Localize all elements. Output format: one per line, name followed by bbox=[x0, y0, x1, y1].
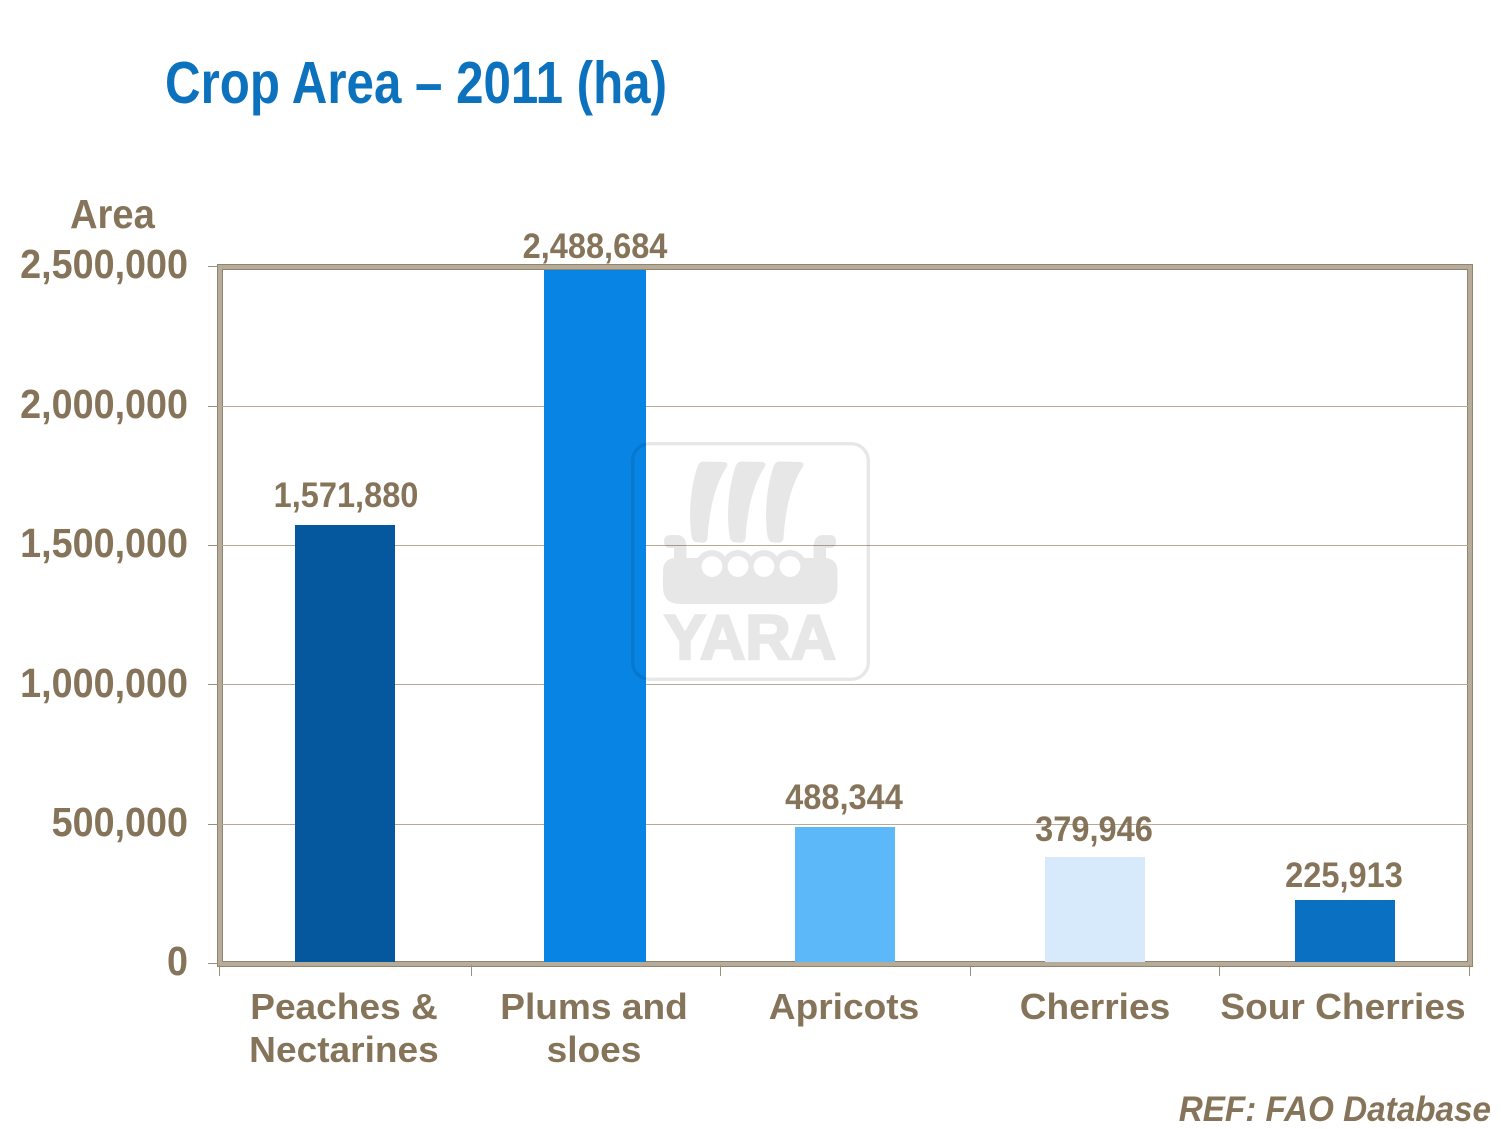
svg-text:YARA: YARA bbox=[664, 603, 836, 673]
